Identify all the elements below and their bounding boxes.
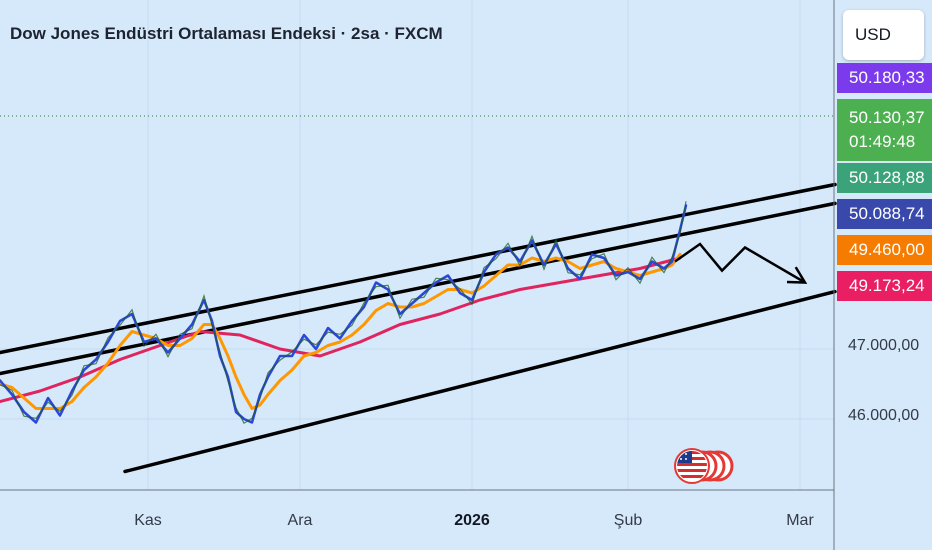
x-tick-label: Mar xyxy=(786,512,814,529)
price-tag-label: 50.088,74 xyxy=(849,204,925,223)
chart-title: Dow Jones Endüstri Ortalaması Endeksi · … xyxy=(10,24,443,43)
price-tag-upper-channel: 50.180,33 xyxy=(837,63,932,93)
price-tag-slow-ma: 49.173,24 xyxy=(837,271,932,301)
x-tick-label: Kas xyxy=(134,512,162,529)
channel-line xyxy=(0,201,837,376)
price-tag-last: 50.130,37 01:49:48 xyxy=(837,99,932,161)
grid xyxy=(0,0,834,490)
fast-ma-line xyxy=(0,204,688,424)
y-tick-label: 47.000,00 xyxy=(848,337,920,354)
x-tick-label: Ara xyxy=(287,512,313,529)
x-tick-label: 2026 xyxy=(454,512,490,529)
price-tag-fast-ma: 50.088,74 xyxy=(837,199,932,229)
price-tag-mid-ma: 49.460,00 xyxy=(837,235,932,265)
series-lines xyxy=(0,201,688,425)
price-tag-label: 50.130,37 xyxy=(849,108,925,127)
countdown-timer: 01:49:48 xyxy=(849,132,916,151)
price-tag-label: 50.180,33 xyxy=(849,68,925,87)
us-flag-icon[interactable] xyxy=(672,443,734,489)
projection-arrowhead xyxy=(786,266,808,284)
price-tag-label: 49.460,00 xyxy=(849,240,925,259)
channel-line xyxy=(123,289,837,474)
mid-ma-line xyxy=(0,253,682,410)
projection-arrow xyxy=(674,242,808,284)
price-line xyxy=(0,201,687,425)
currency-button[interactable]: USD xyxy=(843,10,924,60)
price-tag-close: 50.128,88 xyxy=(837,163,932,193)
price-tag-label: 49.173,24 xyxy=(849,276,925,295)
slow-ma-line xyxy=(0,256,682,403)
projection-path xyxy=(674,242,806,284)
y-tick-label: 46.000,00 xyxy=(848,407,920,424)
x-tick-label: Şub xyxy=(613,512,643,529)
channel-line xyxy=(0,182,837,355)
price-tag-label: 50.128,88 xyxy=(849,168,925,187)
channel-lines xyxy=(0,182,837,474)
